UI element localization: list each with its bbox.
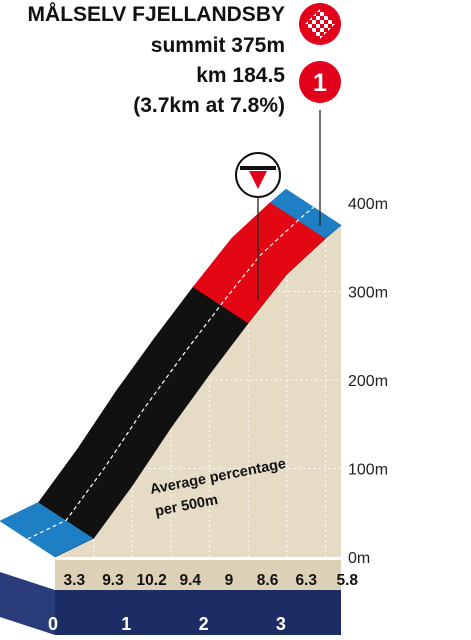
climb-stats: (3.7km at 7.8%)	[133, 94, 285, 117]
segment-gradient-label: 8.6	[257, 572, 279, 589]
x-tick-label: 1	[121, 614, 131, 634]
y-tick-label: 0m	[348, 550, 370, 567]
x-tick-label: 2	[199, 614, 209, 634]
km-axis-band	[55, 590, 342, 635]
segment-gradient-label: 6.3	[295, 572, 317, 589]
category-1-icon: 1	[299, 61, 341, 103]
x-tick-label: 0	[48, 614, 58, 634]
profile-front-face	[55, 225, 342, 557]
segment-gradient-label: 10.2	[137, 572, 167, 589]
gradient-segment	[270, 188, 342, 239]
kom-sprint-icon	[235, 152, 281, 198]
segment-gradient-label: 5.8	[336, 572, 358, 589]
category-number: 1	[313, 69, 327, 97]
km-axis-band-side	[0, 572, 55, 635]
profile-edge	[54, 224, 342, 558]
segment-gradient-label: 9.3	[102, 572, 124, 589]
base-plinth	[55, 560, 342, 590]
segment-gradient-label: 9.4	[179, 572, 201, 589]
profile-centre-line	[27, 206, 314, 540]
y-tick-label: 400m	[348, 196, 388, 213]
x-tick-label: 3	[276, 614, 286, 634]
y-tick-label: 200m	[348, 373, 388, 390]
segment-gradient-label: 9	[225, 572, 234, 589]
chequered-flag-icon	[299, 3, 341, 45]
climb-name: MÅLSELV FJELLANDSBY	[27, 3, 285, 26]
y-tick-label: 300m	[348, 285, 388, 302]
segment-gradient-label: 3.3	[64, 572, 86, 589]
y-tick-label: 100m	[348, 462, 388, 479]
summit-km: km 184.5	[196, 64, 285, 87]
summit-elevation: summit 375m	[150, 34, 285, 57]
